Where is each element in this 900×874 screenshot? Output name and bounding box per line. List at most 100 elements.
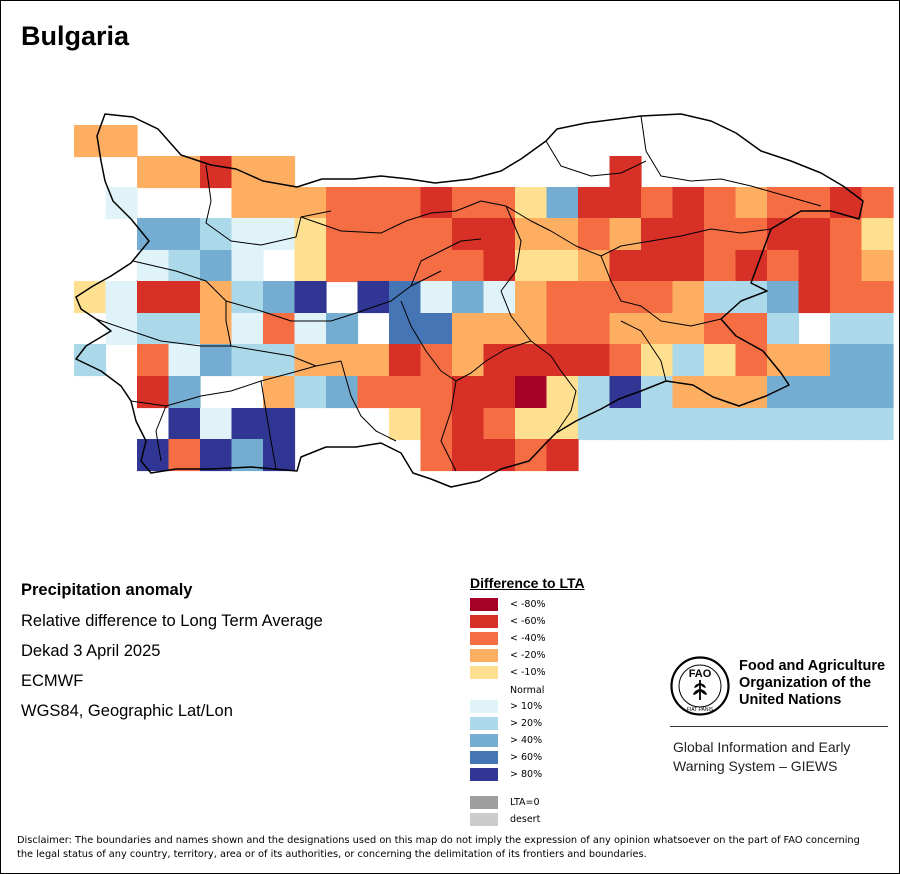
anomaly-cell — [483, 344, 516, 377]
anomaly-cell — [546, 313, 579, 346]
anomaly-cell — [105, 125, 138, 158]
anomaly-cell — [483, 408, 516, 441]
giews-line: Warning System – GIEWS — [673, 758, 838, 774]
anomaly-cell — [420, 250, 453, 283]
legend-item: > 40% — [470, 733, 542, 747]
anomaly-cell — [326, 187, 359, 220]
anomaly-cell — [735, 250, 768, 283]
anomaly-cell — [609, 281, 642, 314]
legend-item: < -10% — [470, 665, 546, 679]
anomaly-cell — [672, 376, 705, 409]
anomaly-cell — [420, 218, 453, 251]
anomaly-cell — [357, 218, 390, 251]
province-border — [545, 140, 647, 177]
anomaly-cell — [168, 313, 201, 346]
fao-logo-motto: FIAT PANIS — [687, 707, 714, 713]
product-period: Dekad 3 April 2025 — [21, 642, 161, 660]
legend-swatch — [470, 597, 498, 611]
anomaly-cell — [704, 313, 737, 346]
anomaly-cell — [263, 376, 296, 409]
anomaly-cell — [231, 313, 264, 346]
anomaly-cell — [672, 344, 705, 377]
anomaly-cell — [294, 250, 327, 283]
anomaly-cell — [609, 187, 642, 220]
anomaly-cell — [168, 408, 201, 441]
anomaly-cell — [483, 218, 516, 251]
anomaly-cell — [420, 344, 453, 377]
fao-logo-text: FAO — [689, 668, 712, 680]
anomaly-cell — [200, 439, 233, 472]
anomaly-cell — [389, 344, 422, 377]
anomaly-cell — [420, 313, 453, 346]
anomaly-cell — [830, 187, 863, 220]
anomaly-cell — [767, 281, 800, 314]
anomaly-cell — [704, 344, 737, 377]
anomaly-cell — [735, 344, 768, 377]
anomaly-cell — [168, 439, 201, 472]
anomaly-cell — [609, 344, 642, 377]
province-border — [440, 380, 457, 472]
anomaly-cell — [830, 250, 863, 283]
anomaly-cell — [578, 376, 611, 409]
legend-label: < -20% — [510, 649, 546, 661]
anomaly-cell — [357, 250, 390, 283]
anomaly-cell — [546, 376, 579, 409]
map-title: Bulgaria — [21, 21, 130, 51]
country-border — [75, 113, 864, 488]
anomaly-cell — [861, 344, 894, 377]
legend-swatch — [470, 716, 498, 730]
anomaly-cell — [515, 187, 548, 220]
anomaly-cell — [137, 156, 170, 189]
anomaly-cell — [420, 376, 453, 409]
legend-swatch — [470, 699, 498, 713]
legend: Difference to LTA < -80% < -60% < -40% < -2… — [470, 575, 630, 826]
anomaly-cell — [420, 281, 453, 314]
legend-swatch — [470, 648, 498, 662]
anomaly-cell — [452, 250, 485, 283]
anomaly-cell — [389, 281, 422, 314]
anomaly-cell — [326, 250, 359, 283]
anomaly-cell — [326, 376, 359, 409]
province-border — [205, 164, 332, 246]
anomaly-cell — [546, 344, 579, 377]
anomaly-cell — [168, 281, 201, 314]
anomaly-cell — [609, 408, 642, 441]
anomaly-cell — [515, 408, 548, 441]
anomaly-cell — [641, 218, 674, 251]
anomaly-cell — [74, 281, 107, 314]
province-border — [500, 205, 532, 342]
anomaly-cell — [798, 376, 831, 409]
fao-name: Food and Agriculture Organization of the… — [739, 658, 885, 709]
anomaly-cell — [578, 408, 611, 441]
legend-label: Normal — [510, 684, 545, 696]
anomaly-cell — [294, 313, 327, 346]
anomaly-cell — [231, 344, 264, 377]
anomaly-cell — [704, 281, 737, 314]
legend-swatch — [470, 631, 498, 645]
anomaly-cell — [546, 187, 579, 220]
anomaly-cell — [515, 344, 548, 377]
anomaly-cell — [389, 408, 422, 441]
anomaly-cell — [168, 344, 201, 377]
anomaly-cell — [798, 250, 831, 283]
legend-item: < -80% — [470, 597, 546, 611]
legend-label: < -40% — [510, 632, 546, 644]
anomaly-cell — [452, 218, 485, 251]
anomaly-cell — [452, 376, 485, 409]
legend-label: > 20% — [510, 717, 543, 729]
anomaly-cell — [483, 250, 516, 283]
anomaly-cell — [546, 218, 579, 251]
anomaly-cell — [641, 344, 674, 377]
legend-item: < -40% — [470, 631, 546, 645]
giews-line: Global Information and Early — [673, 739, 851, 755]
anomaly-cell — [578, 344, 611, 377]
anomaly-cell — [861, 408, 894, 441]
anomaly-cell — [231, 187, 264, 220]
anomaly-cell — [483, 313, 516, 346]
anomaly-cell — [452, 408, 485, 441]
product-projection: WGS84, Geographic Lat/Lon — [21, 702, 233, 720]
bulgaria-borders — [75, 113, 864, 488]
anomaly-cell — [672, 281, 705, 314]
anomaly-cell — [641, 187, 674, 220]
anomaly-cell — [452, 439, 485, 472]
